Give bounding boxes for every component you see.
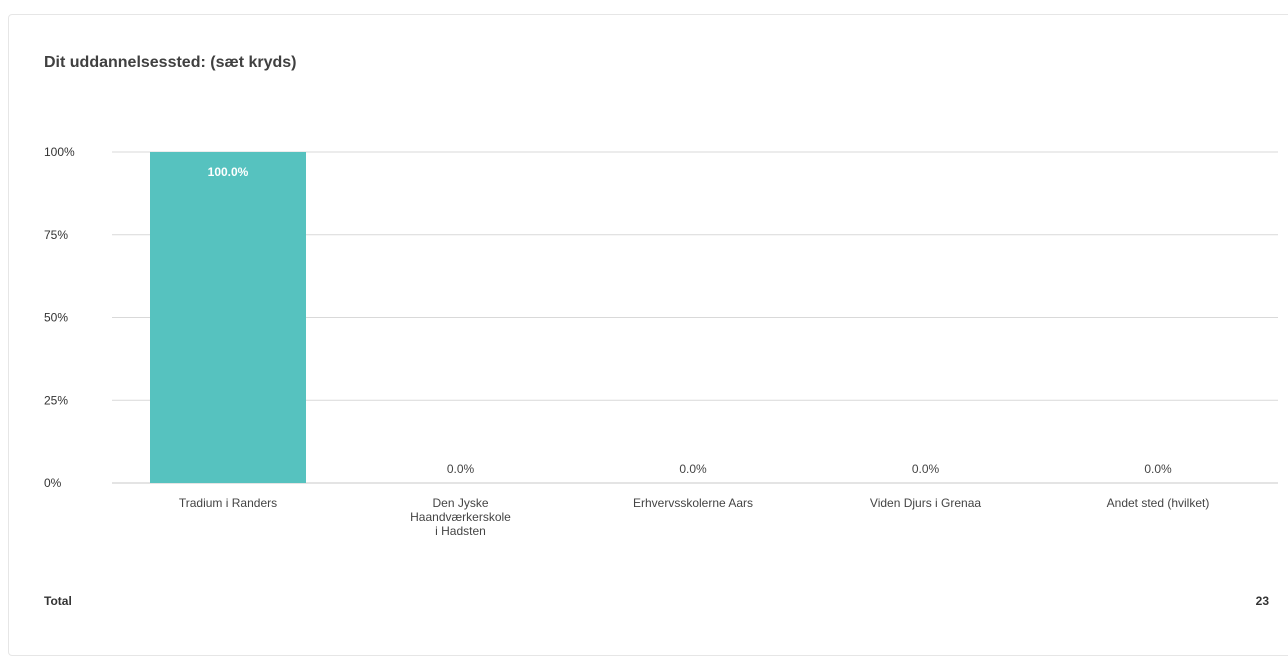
- bar-value-label: 0.0%: [912, 462, 940, 476]
- category-label: Tradium i Randers: [179, 496, 277, 510]
- bar-chart: 0% 25% 50% 75% 100% 100.0% Tradium i Randers 0.…: [44, 145, 1278, 538]
- y-tick-label: 0%: [44, 476, 62, 490]
- total-label: Total: [44, 594, 72, 608]
- bar[interactable]: [150, 152, 306, 483]
- bar-value-label: 0.0%: [1144, 462, 1172, 476]
- y-tick-label: 50%: [44, 311, 68, 325]
- category-label: Den Jyske Haandværkerskole i Hadsten: [410, 496, 511, 538]
- total-value: 23: [1255, 594, 1269, 608]
- chart-title: Dit uddannelsessted: (sæt kryds): [44, 54, 297, 71]
- bar-value-label: 0.0%: [679, 462, 707, 476]
- y-tick-label: 100%: [44, 145, 75, 159]
- category-label: Erhvervsskolerne Aars: [633, 496, 753, 510]
- bar-value-label: 100.0%: [208, 165, 249, 179]
- bar-value-label: 0.0%: [447, 462, 475, 476]
- y-tick-label: 75%: [44, 228, 68, 242]
- category-label: Viden Djurs i Grenaa: [870, 496, 981, 510]
- y-tick-label: 25%: [44, 393, 68, 407]
- category-label: Andet sted (hvilket): [1107, 496, 1210, 510]
